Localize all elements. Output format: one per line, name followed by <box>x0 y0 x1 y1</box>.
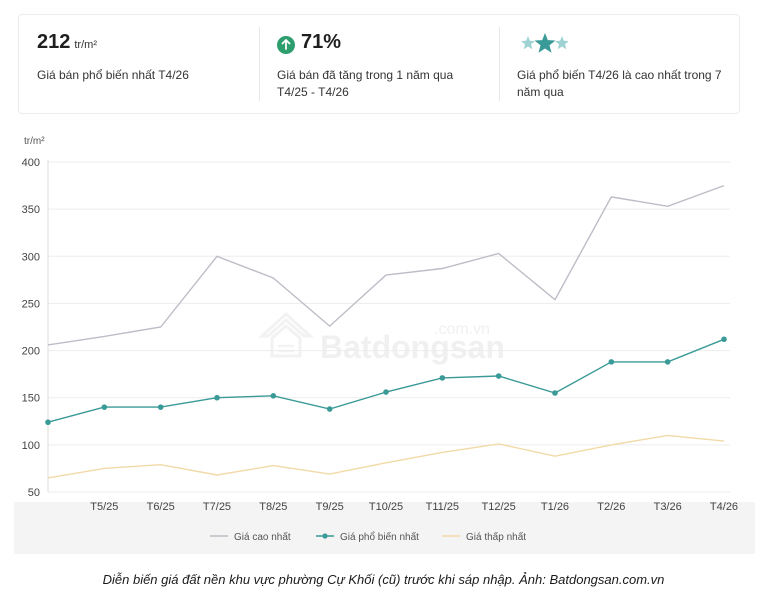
x-tick-label: T6/25 <box>147 501 175 513</box>
stat-description: Giá bán phổ biến nhất T4/26 <box>37 68 189 82</box>
chart-container: Batdongsan .com.vn 50 100 150 200 250 300 350 4… <box>14 122 755 554</box>
stat-unit: tr/m² <box>74 39 97 51</box>
y-tick-label: 350 <box>22 204 40 216</box>
y-tick-label: 300 <box>22 251 40 263</box>
stat-popular-price: 212 tr/m² Giá bán phổ biến nhất T4/26 <box>37 15 257 113</box>
series-line <box>47 184 725 346</box>
data-point <box>664 359 671 365</box>
chart-legend: Giá cao nhất Giá phổ biến nhất Giá thấp nh… <box>210 531 526 543</box>
stat-record-high: Giá phổ biến T4/26 là cao nhất trong 7 n… <box>517 15 737 113</box>
watermark-suffix: .com.vn <box>434 321 490 338</box>
y-tick-label: 100 <box>22 440 40 452</box>
stat-description: Giá bán đã tăng trong 1 năm qua T4/25 - … <box>277 68 454 99</box>
figure-caption: Diễn biến giá đất nền khu vực phường Cự … <box>102 572 665 587</box>
data-point <box>270 393 277 399</box>
stat-price-increase: 71% Giá bán đã tăng trong 1 năm qua T4/2… <box>277 15 497 113</box>
line-chart: Batdongsan .com.vn 50 100 150 200 250 300 350 4… <box>14 122 755 543</box>
x-tick-label: T4/26 <box>710 501 738 513</box>
divider <box>259 27 260 101</box>
x-tick-label: T7/25 <box>203 501 231 513</box>
x-tick-label: T12/25 <box>482 501 516 513</box>
legend-label: Giá phổ biến nhất <box>340 531 419 543</box>
stats-card: 212 tr/m² Giá bán phổ biến nhất T4/26 71… <box>18 14 740 114</box>
watermark-text: Batdongsan <box>320 329 505 365</box>
y-tick-label: 250 <box>22 298 40 310</box>
data-point <box>45 419 51 426</box>
divider <box>499 27 500 101</box>
data-point <box>101 404 108 410</box>
stat-description: Giá phổ biến T4/26 là cao nhất trong 7 n… <box>517 68 722 99</box>
x-tick-label: T11/25 <box>426 501 459 513</box>
y-tick-label: 150 <box>22 393 40 405</box>
data-point <box>214 394 220 401</box>
legend-label: Giá cao nhất <box>234 531 291 543</box>
data-point <box>552 390 558 396</box>
x-tick-label: T9/25 <box>316 501 344 513</box>
y-tick-label: 200 <box>22 346 40 358</box>
y-tick-label: 50 <box>28 487 40 499</box>
series-line <box>47 434 725 479</box>
star-small-left-icon <box>521 36 535 50</box>
star-rating <box>520 33 568 55</box>
data-point <box>383 389 389 395</box>
x-tick-label: T10/25 <box>369 501 403 513</box>
y-axis-unit-label: tr/m² <box>24 136 45 147</box>
data-point <box>157 404 164 410</box>
x-tick-label: T1/26 <box>541 501 569 513</box>
y-tick-label: 400 <box>22 157 40 169</box>
legend-marker <box>322 533 328 539</box>
x-tick-label: T3/26 <box>654 501 682 513</box>
arrow-up-icon <box>277 35 295 54</box>
legend-label: Giá thấp nhất <box>466 531 526 543</box>
plot-background <box>14 122 755 502</box>
star-icons <box>521 33 568 53</box>
watermark: Batdongsan .com.vn <box>258 311 505 365</box>
star-small-right-icon <box>555 36 568 50</box>
stat-value: 71% <box>301 31 342 53</box>
data-point <box>439 375 446 381</box>
star-large-icon <box>534 33 556 53</box>
data-point <box>721 336 727 343</box>
data-point <box>608 359 615 365</box>
data-point <box>495 373 502 379</box>
stat-value: 212 <box>37 31 71 53</box>
x-tick-label: T5/25 <box>90 501 118 513</box>
x-tick-label: T8/25 <box>259 501 287 513</box>
x-tick-label: T2/26 <box>597 501 625 513</box>
data-point <box>326 406 333 412</box>
